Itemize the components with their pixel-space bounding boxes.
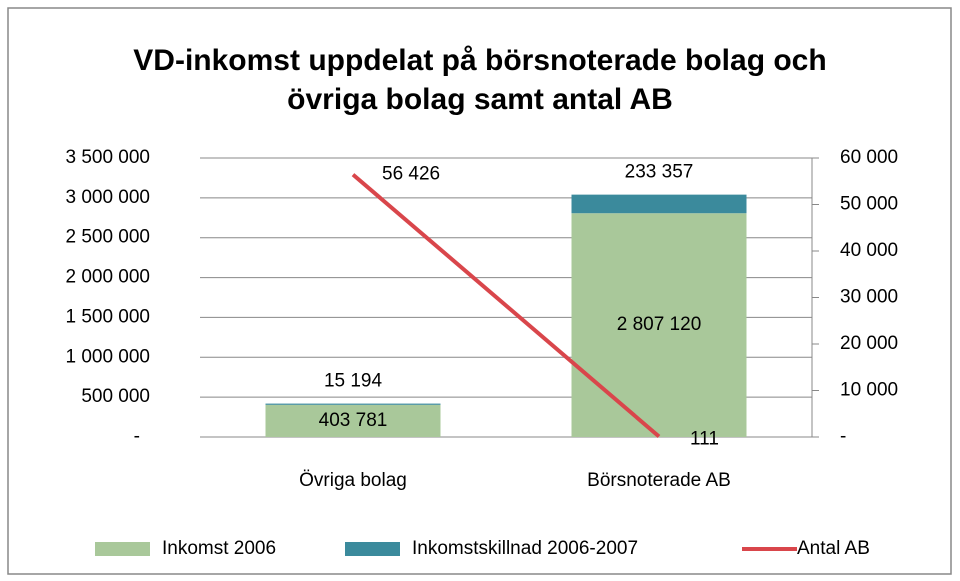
y-tick-label: 3 000 000 [65, 187, 150, 208]
y-tick-label: 1 500 000 [65, 306, 150, 327]
y-tick-label: 3 500 000 [65, 147, 150, 168]
bar-segment [571, 213, 747, 437]
y2-tick-label: 40 000 [840, 240, 898, 261]
legend-swatch [345, 542, 400, 556]
legend-swatch [95, 542, 150, 556]
legend-label: Inkomstskillnad 2006-2007 [412, 538, 638, 559]
data-label: 111 [690, 428, 719, 449]
line-series [351, 173, 661, 439]
bar-segment [571, 194, 747, 214]
data-label: 233 357 [625, 162, 694, 183]
bar-segment [265, 403, 441, 405]
data-label: 56 426 [382, 164, 440, 185]
y-tick-label: 2 500 000 [65, 227, 150, 248]
y-tick-label: 500 000 [81, 386, 150, 407]
y-tick-label: - [134, 426, 140, 447]
chart-title: övriga bolag samt antal AB [287, 83, 673, 116]
legend-label: Antal AB [797, 538, 870, 559]
y-tick-label: 1 000 000 [65, 346, 150, 367]
bar-segment [265, 404, 441, 437]
legend-label: Inkomst 2006 [162, 538, 276, 559]
y2-tick-label: - [840, 426, 846, 447]
data-label: 15 194 [324, 371, 383, 392]
y-tick-label: 2 000 000 [65, 267, 150, 288]
y2-tick-label: 10 000 [840, 380, 898, 401]
chart-border [7, 7, 952, 575]
chart-title: VD-inkomst uppdelat på börsnoterade bola… [133, 44, 826, 77]
y2-tick-label: 50 000 [840, 194, 898, 215]
y2-tick-label: 20 000 [840, 333, 898, 354]
x-tick-label: Övriga bolag [299, 470, 407, 491]
y2-tick-label: 30 000 [840, 287, 898, 308]
data-label: 403 781 [319, 410, 388, 431]
data-label: 2 807 120 [617, 314, 702, 335]
y2-tick-label: 60 000 [840, 147, 898, 168]
x-tick-label: Börsnoterade AB [587, 470, 731, 491]
